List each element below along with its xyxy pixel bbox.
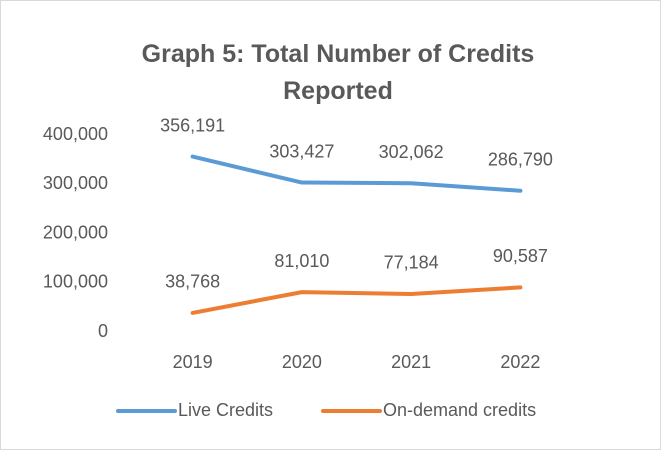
data-label: 286,790 — [488, 150, 553, 170]
data-label: 356,191 — [160, 115, 225, 135]
y-tick-label: 400,000 — [43, 124, 108, 144]
series-line — [190, 285, 523, 315]
x-tick-label: 2021 — [391, 352, 431, 372]
y-tick-label: 300,000 — [43, 173, 108, 193]
series-line — [190, 154, 523, 193]
x-tick-label: 2022 — [500, 352, 540, 372]
chart-title: Graph 5: Total Number of Credits Reporte… — [141, 40, 535, 105]
data-label: 77,184 — [384, 253, 439, 273]
data-label: 90,587 — [493, 246, 548, 266]
data-label: 302,062 — [379, 142, 444, 162]
x-tick-label: 2020 — [282, 352, 322, 372]
y-tick-label: 100,000 — [43, 272, 108, 292]
y-tick-label: 200,000 — [43, 222, 108, 242]
data-label: 81,010 — [274, 251, 329, 271]
x-tick-label: 2019 — [173, 352, 213, 372]
y-tick-label: 0 — [98, 321, 108, 341]
legend-label: On-demand credits — [383, 400, 536, 420]
data-label: 303,427 — [269, 141, 334, 161]
legend-label: Live Credits — [178, 400, 273, 420]
data-label: 38,768 — [165, 272, 220, 292]
